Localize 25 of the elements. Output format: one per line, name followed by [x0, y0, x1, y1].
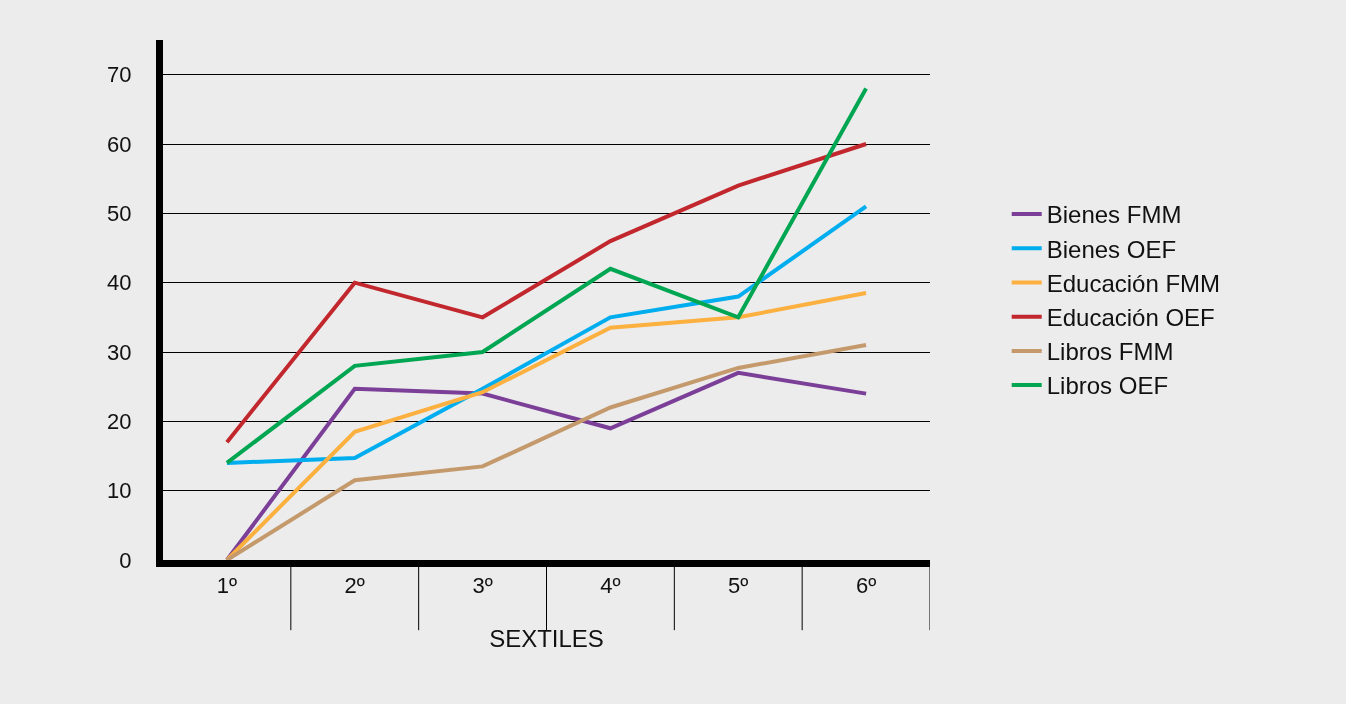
x-tick-label: 6º — [855, 573, 877, 599]
y-tick-label: 60 — [107, 131, 132, 157]
x-tick-label: 2º — [344, 573, 365, 599]
legend-label: Libros FMM — [1046, 338, 1174, 366]
line-series — [224, 204, 869, 465]
line-series — [224, 291, 869, 560]
x-tick-label: 3º — [472, 573, 493, 599]
line-series — [224, 142, 869, 445]
legend-label: Educación OEF — [1046, 304, 1215, 332]
y-tick-label: 50 — [107, 201, 132, 227]
legend-label: Educación FMM — [1046, 269, 1221, 297]
line-series — [224, 86, 869, 465]
y-tick-label: 70 — [107, 62, 132, 88]
x-tick-label: 5º — [728, 573, 749, 599]
y-tick-label: 30 — [107, 339, 132, 365]
x-tick-label: 4º — [600, 573, 621, 599]
y-tick-label: 0 — [119, 547, 132, 573]
legend-label: Libros OEF — [1046, 372, 1169, 400]
y-tick-label: 10 — [107, 478, 132, 504]
y-tick-label: 40 — [107, 270, 132, 296]
legend-label: Bienes OEF — [1046, 235, 1177, 263]
x-tick-label: 1º — [216, 573, 238, 599]
legend-label: Bienes FMM — [1046, 201, 1182, 229]
x-axis-title: SEXTILES — [489, 624, 604, 652]
y-tick-label: 20 — [107, 409, 132, 435]
